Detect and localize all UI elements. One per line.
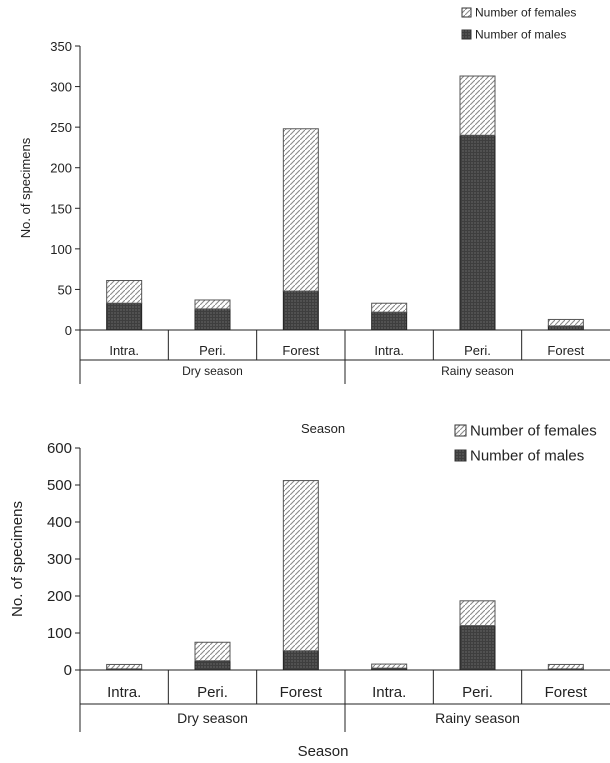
bar-females xyxy=(194,641,231,662)
bar-females xyxy=(106,663,143,670)
category-label: Intra. xyxy=(107,684,141,701)
bar-females xyxy=(459,75,496,136)
bar-males xyxy=(282,650,319,671)
legend-label: Number of males xyxy=(475,28,566,42)
x-axis-title: Season xyxy=(301,421,345,436)
category-label: Forest xyxy=(280,684,323,701)
bar-males xyxy=(459,134,496,331)
category-label: Intra. xyxy=(374,343,404,358)
y-tick-label: 100 xyxy=(50,242,72,257)
legend-swatch xyxy=(454,449,467,462)
bar-females xyxy=(106,280,143,304)
y-tick-label: 0 xyxy=(64,662,72,679)
bar-females xyxy=(547,663,584,670)
y-tick-label: 350 xyxy=(50,39,72,54)
y-tick-label: 400 xyxy=(47,514,72,531)
bar-males xyxy=(106,302,143,331)
y-axis-title: No. of specimens xyxy=(18,137,33,238)
y-tick-label: 50 xyxy=(58,282,72,297)
legend-label: Number of females xyxy=(475,6,576,20)
legend-swatch xyxy=(454,424,467,437)
group-label: Dry season xyxy=(177,710,248,726)
category-label: Peri. xyxy=(462,684,493,701)
x-axis-title: Season xyxy=(298,743,349,760)
legend-swatch xyxy=(461,7,472,18)
category-label: Forest xyxy=(547,343,584,358)
y-tick-label: 600 xyxy=(47,440,72,457)
bar-males xyxy=(194,308,231,331)
bar-females xyxy=(459,600,496,627)
bar-females xyxy=(194,299,231,310)
bar-females xyxy=(547,318,584,327)
bar-males xyxy=(371,311,408,331)
group-label: Rainy season xyxy=(441,364,514,378)
y-tick-label: 100 xyxy=(47,625,72,642)
legend-swatch xyxy=(461,29,472,40)
y-tick-label: 500 xyxy=(47,477,72,494)
y-tick-label: 300 xyxy=(47,551,72,568)
y-axis-title: No. of specimens xyxy=(9,501,26,617)
chart-bottom: 0 100 200 300 400 500 600 No. of specimens Intra… xyxy=(9,423,610,760)
y-tick-label: 200 xyxy=(47,588,72,605)
bar-males xyxy=(282,290,319,331)
chart-top: 0 50 100 150 200 250 300 350 No. of specimens Int… xyxy=(18,6,610,436)
y-tick-label: 150 xyxy=(50,201,72,216)
y-tick-label: 300 xyxy=(50,80,72,95)
category-label: Forest xyxy=(282,343,319,358)
group-label: Dry season xyxy=(182,364,243,378)
category-label: Forest xyxy=(545,684,588,701)
bar-females xyxy=(282,480,319,652)
legend-label: Number of males xyxy=(470,448,584,465)
legend-label: Number of females xyxy=(470,423,597,440)
bar-females xyxy=(282,128,319,292)
bar-females xyxy=(371,663,408,669)
category-label: Peri. xyxy=(464,343,491,358)
category-label: Intra. xyxy=(372,684,406,701)
y-tick-label: 0 xyxy=(65,323,72,338)
bar-females xyxy=(371,302,408,313)
bar-males xyxy=(194,660,231,671)
group-label: Rainy season xyxy=(435,710,520,726)
category-label: Peri. xyxy=(199,343,226,358)
y-tick-label: 250 xyxy=(50,120,72,135)
bar-males xyxy=(459,625,496,671)
category-label: Peri. xyxy=(197,684,228,701)
category-label: Intra. xyxy=(109,343,139,358)
y-tick-label: 200 xyxy=(50,161,72,176)
bar-males xyxy=(547,325,584,331)
